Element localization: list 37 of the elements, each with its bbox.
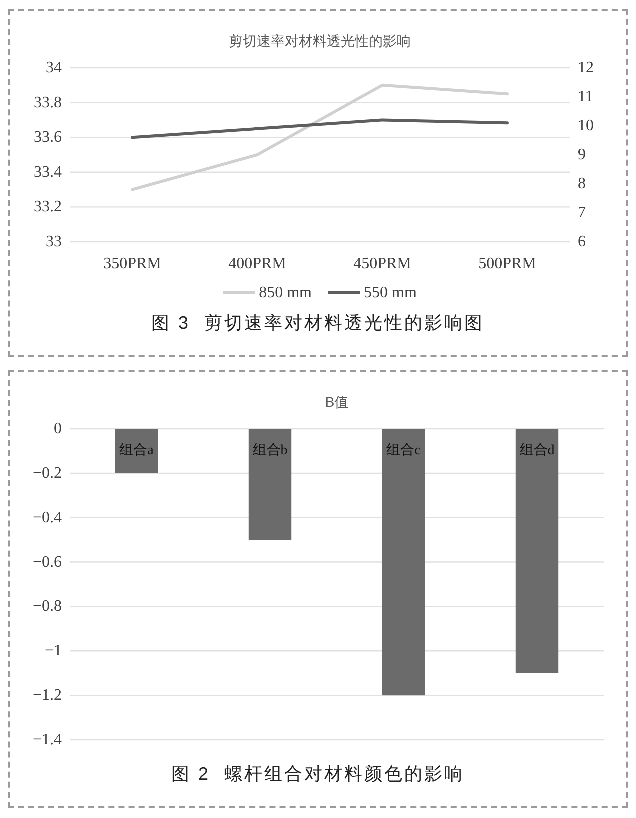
x-tick-label: 500PRM [478, 256, 536, 272]
y2-tick-label: 12 [578, 60, 594, 76]
x-tick-label: 350PRM [104, 256, 162, 272]
y2-tick-label: 6 [578, 234, 586, 250]
x-tick-label: 组合a [120, 442, 155, 458]
y-tick-label: −1.4 [32, 732, 62, 748]
y2-tick-label: 11 [578, 88, 594, 106]
line-series [131, 84, 509, 192]
y-tick-label: 33 [46, 234, 62, 250]
y-tick-label: 0 [54, 420, 62, 438]
y-tick-label: 33.4 [34, 164, 62, 181]
y2-tick-label: 10 [578, 118, 594, 134]
line-series [131, 118, 509, 140]
x-tick-label: 450PRM [354, 256, 412, 272]
caption: 图 2 螺杆组合对材料颜色的影响 [171, 764, 465, 784]
x-tick-label: 组合b [252, 442, 288, 458]
y-tick-label: −0.4 [32, 509, 62, 526]
y-tick-label: −0.2 [32, 464, 62, 482]
y-tick-label: 33.2 [34, 198, 62, 216]
y-tick-label: 33.8 [34, 94, 62, 112]
y-tick-label: −1.2 [32, 687, 62, 704]
y2-tick-label: 9 [578, 146, 586, 164]
legend-label: 550 mm [364, 284, 418, 302]
y-tick-label: 34 [46, 60, 62, 76]
y-tick-label: 33.6 [34, 129, 62, 146]
chart-title: B值 [325, 394, 349, 410]
y2-tick-label: 8 [578, 176, 586, 192]
y-tick-label: −0.8 [32, 598, 62, 616]
legend-label: 850 mm [259, 284, 313, 302]
x-tick-label: 组合c [386, 442, 421, 458]
y-tick-label: −0.6 [32, 554, 62, 571]
y2-tick-label: 7 [578, 204, 586, 222]
x-tick-label: 400PRM [228, 256, 286, 272]
y-tick-label: −1 [44, 642, 62, 660]
x-tick-label: 组合d [520, 442, 555, 458]
chart-title: 剪切速率对材料透光性的影响 [229, 33, 411, 49]
caption: 图 3 剪切速率对材料透光性的影响图 [151, 313, 485, 333]
